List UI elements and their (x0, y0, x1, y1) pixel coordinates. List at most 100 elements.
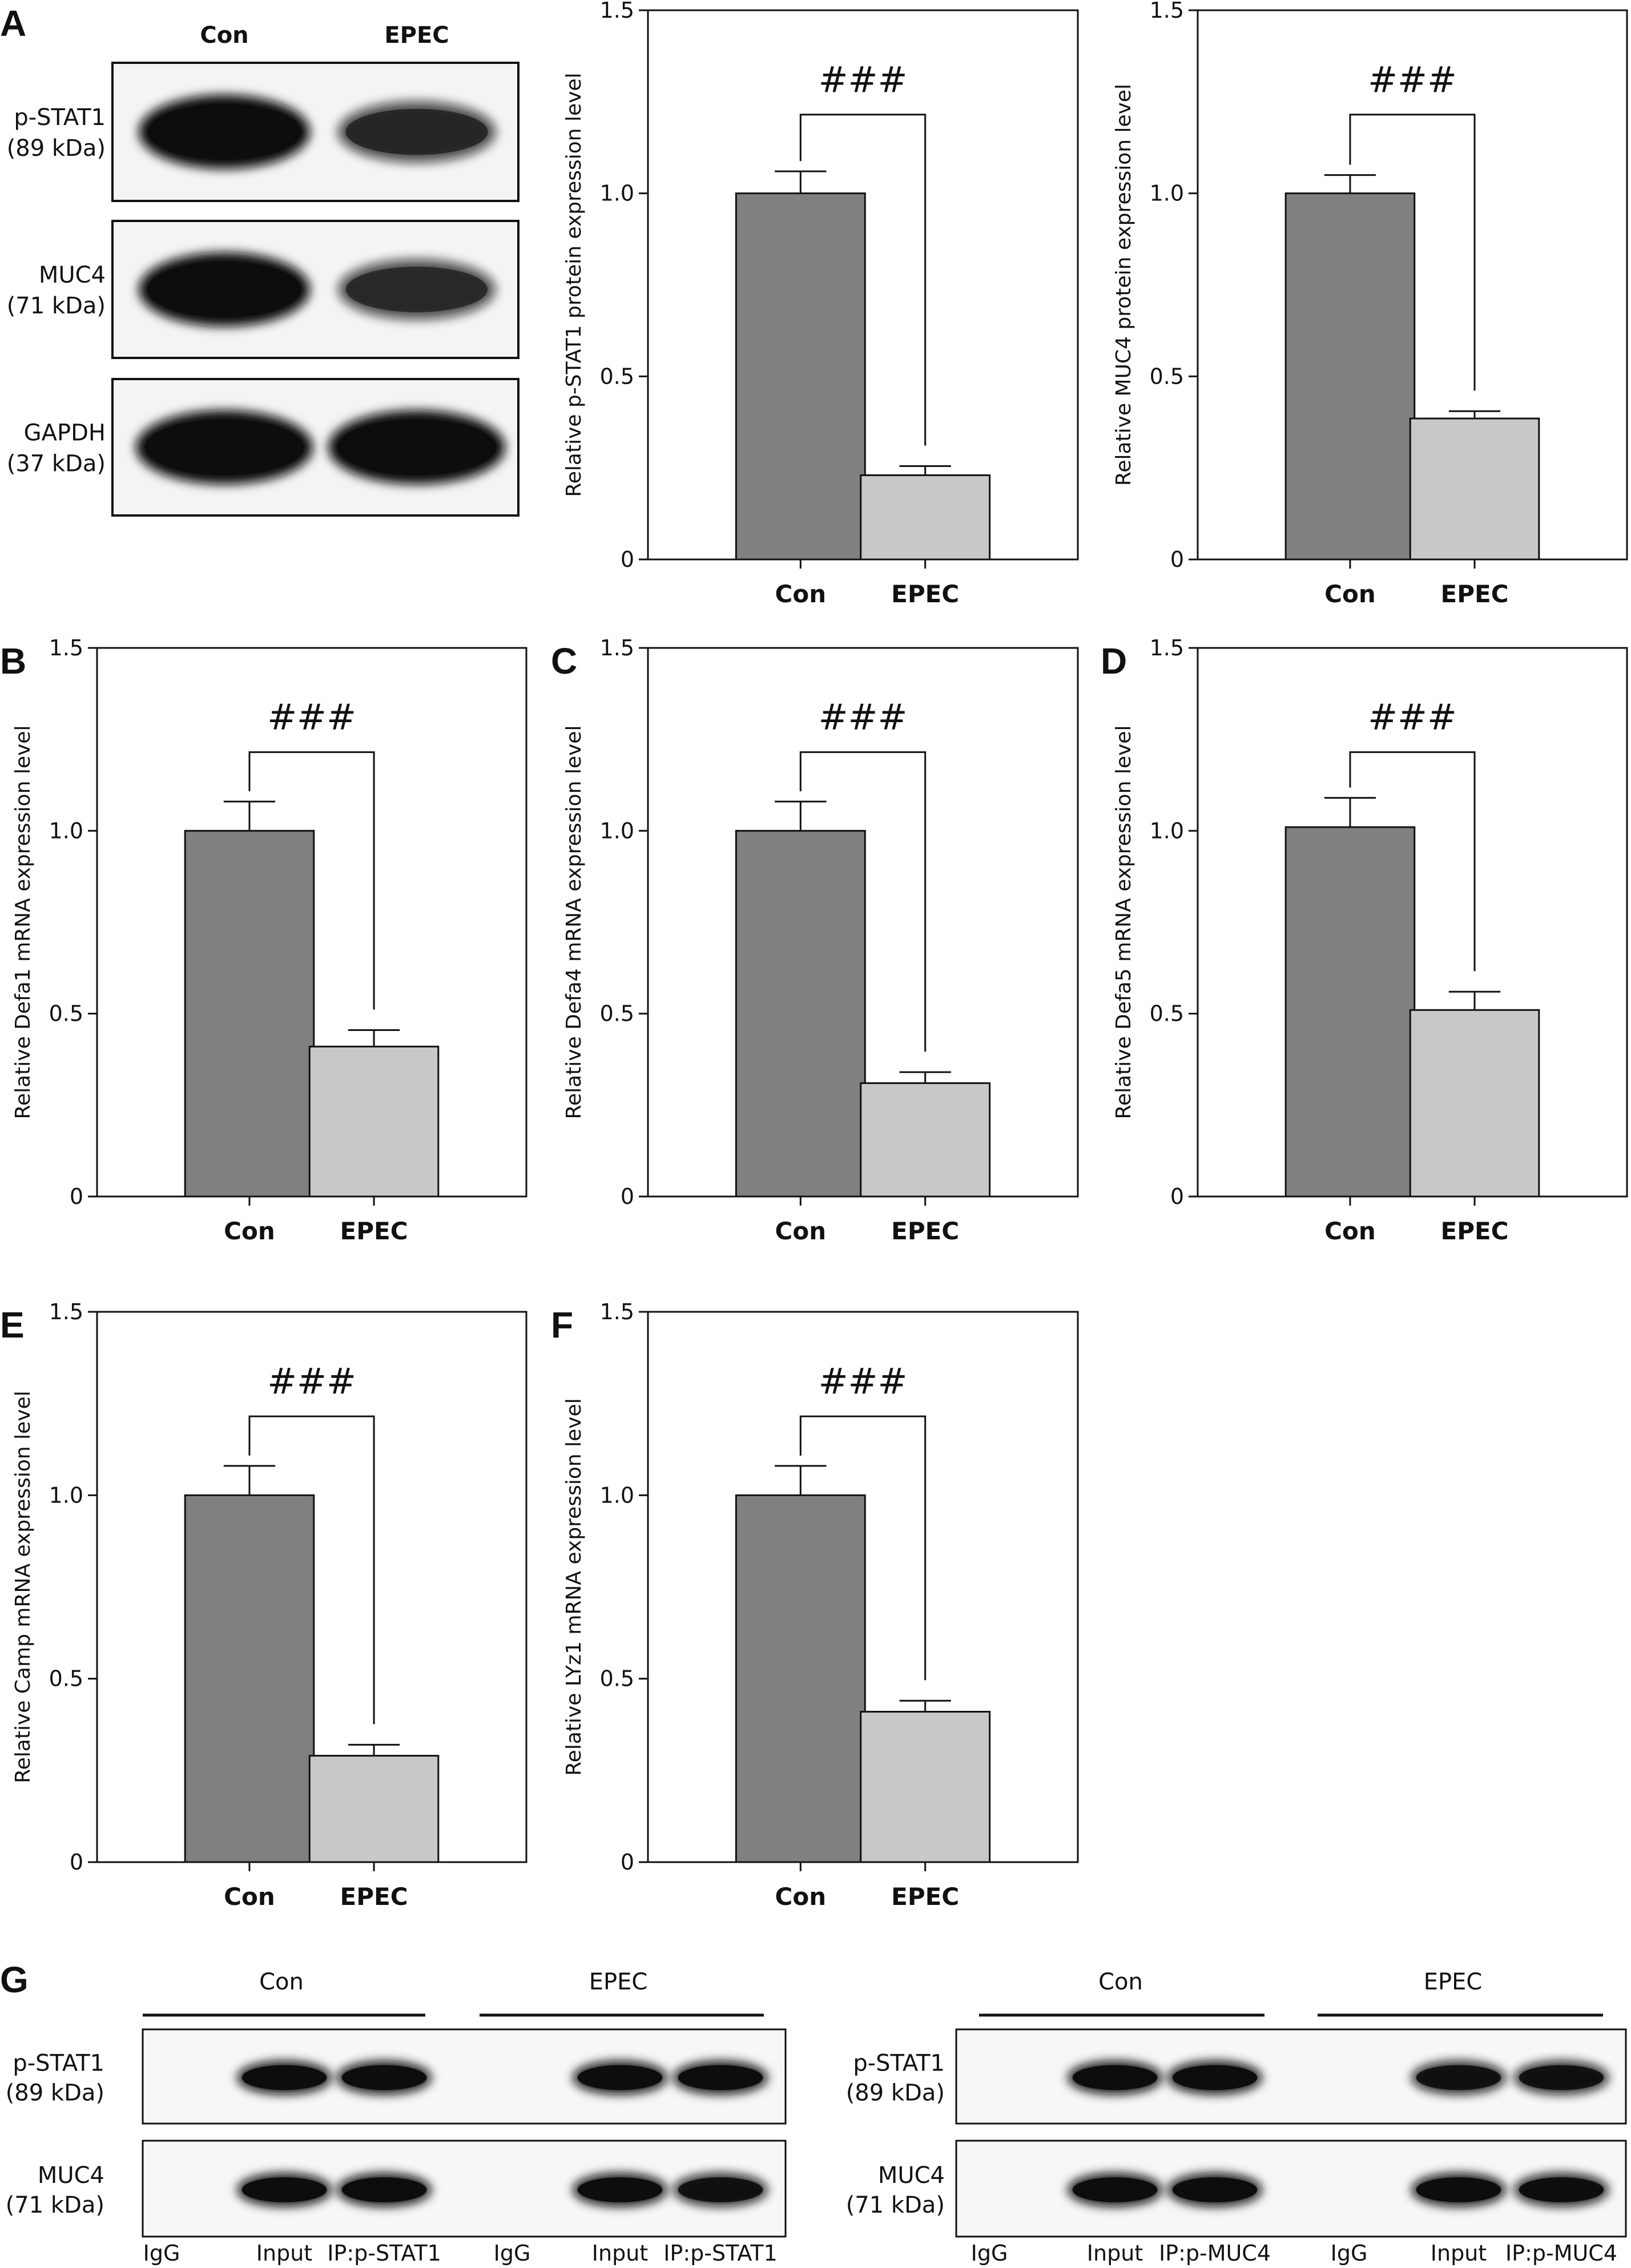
y-tick-label: 1.0 (1150, 818, 1184, 843)
y-tick-label: 1.5 (600, 635, 634, 660)
band-core (678, 2065, 763, 2090)
band-core (341, 2065, 427, 2090)
x-tick-label: Con (1324, 1217, 1376, 1245)
chart-f: F 0 0.5 1.0 1.5 Relative LYz1 mRNA expression… (551, 1299, 1079, 1911)
panel-label: B (0, 640, 26, 682)
lane-label: Input (1431, 2241, 1487, 2266)
y-tick-label: 0.5 (600, 364, 634, 389)
band-core (1172, 2065, 1258, 2090)
band-core (1416, 2177, 1501, 2202)
y-axis-label: Relative LYz1 mRNA expression level (562, 1398, 586, 1775)
y-tick-label: 1.0 (600, 181, 634, 206)
blot-protein-size: (89 kDa) (7, 135, 106, 162)
blot-protein-name: MUC4 (878, 2162, 945, 2189)
significance-marker: ### (267, 696, 356, 738)
bar-epec (860, 474, 991, 561)
y-axis-label: Relative Defa4 mRNA expression level (562, 726, 586, 1119)
significance-marker: ### (819, 1360, 908, 1402)
y-tick-label: 1.5 (600, 0, 634, 23)
lane-label: IP:p-MUC4 (1505, 2241, 1617, 2266)
panel-label: G (0, 1959, 29, 2000)
x-tick-label: Con (775, 1883, 827, 1911)
blot-protein-name: p-STAT1 (14, 104, 106, 131)
bar-epec (1409, 1009, 1540, 1198)
significance-marker: ### (819, 696, 908, 738)
x-tick-label: EPEC (891, 1883, 959, 1911)
lane-label: Input (1087, 2241, 1143, 2266)
y-tick-label: 0.5 (49, 1001, 83, 1026)
significance-bracket (248, 1415, 375, 1725)
x-tick-label: Con (224, 1883, 275, 1911)
bar-con (184, 829, 315, 1198)
y-tick-label: 0.5 (600, 1666, 634, 1691)
y-axis-label: Relative p-STAT1 protein expression leve… (562, 72, 586, 497)
y-tick-label: 0 (70, 1850, 83, 1875)
group-header: Con (1098, 1969, 1143, 1995)
bar-epec (308, 1045, 440, 1198)
lane-label: IgG (1331, 2241, 1368, 2266)
significance-bracket (1349, 114, 1476, 391)
x-tick-label: EPEC (1441, 1217, 1509, 1245)
lane-label: Input (256, 2241, 312, 2266)
significance-bracket (799, 751, 927, 1052)
co-ip-blot-panel-g: G Con EPEC p-STAT1 (89 kDa) MUC4 (71 kDa) IgG In… (0, 1959, 1627, 2266)
lane-label: IgG (971, 2241, 1008, 2266)
band-core (577, 2065, 663, 2090)
y-tick-label: 1.0 (49, 1483, 83, 1508)
y-tick-label: 1.5 (1150, 0, 1184, 23)
y-tick-label: 0 (1170, 1184, 1184, 1209)
y-tick-label: 0 (621, 1850, 634, 1875)
blot-protein-name: p-STAT1 (853, 2051, 945, 2077)
band-core (1519, 2065, 1604, 2090)
band-core (144, 419, 304, 476)
lane-label: Input (592, 2241, 648, 2266)
x-tick-label: Con (775, 1217, 827, 1245)
significance-marker: ### (1368, 696, 1457, 738)
lane-label: IgG (494, 2241, 531, 2266)
significance-marker: ### (819, 59, 908, 100)
panel-label: E (0, 1304, 25, 1346)
band-core (147, 104, 301, 160)
y-tick-label: 0.5 (1150, 1001, 1184, 1026)
x-tick-label: Con (1324, 580, 1376, 608)
y-tick-label: 0.5 (1150, 364, 1184, 389)
group-header: EPEC (589, 1969, 648, 1995)
x-tick-label: EPEC (340, 1217, 408, 1245)
significance-marker: ### (1368, 59, 1457, 100)
panel-label: C (551, 640, 577, 682)
band-core (678, 2177, 763, 2202)
lane-label: IP:p-STAT1 (327, 2241, 441, 2266)
blot-protein-name: p-STAT1 (13, 2051, 104, 2077)
group-header: Con (259, 1969, 304, 1995)
band-core (1072, 2065, 1158, 2090)
group-header: EPEC (1424, 1969, 1483, 1995)
bar-con (184, 1494, 315, 1863)
x-tick-label: EPEC (1441, 580, 1509, 608)
panel-label: A (0, 3, 26, 44)
blot-protein-size: (71 kDa) (6, 2192, 104, 2218)
x-tick-label: EPEC (891, 1217, 959, 1245)
y-tick-label: 1.5 (600, 1299, 634, 1324)
band-core (1416, 2065, 1501, 2090)
band-core (337, 419, 497, 476)
blot-protein-name: MUC4 (39, 262, 106, 288)
blot-protein-name: MUC4 (38, 2162, 104, 2189)
significance-bracket (248, 751, 375, 1010)
bar-epec (860, 1711, 991, 1863)
panel-label: F (551, 1304, 573, 1346)
blot-frame (955, 2028, 1627, 2125)
y-tick-label: 1.0 (1150, 181, 1184, 206)
blot-protein-size: (89 kDa) (6, 2080, 104, 2106)
blot-protein-size: (89 kDa) (846, 2080, 945, 2106)
band-core (345, 108, 488, 155)
lane-header: Con (200, 22, 248, 49)
significance-bracket (799, 114, 927, 446)
y-tick-label: 0 (1170, 547, 1184, 572)
bar-con (735, 1494, 866, 1863)
chart-c: C 0 0.5 1.0 1.5 Relative Defa4 mRNA expressio… (551, 635, 1079, 1245)
band-core (147, 261, 301, 317)
y-tick-label: 1.5 (49, 1299, 83, 1324)
bar-con (735, 192, 866, 561)
y-tick-label: 0 (621, 547, 634, 572)
